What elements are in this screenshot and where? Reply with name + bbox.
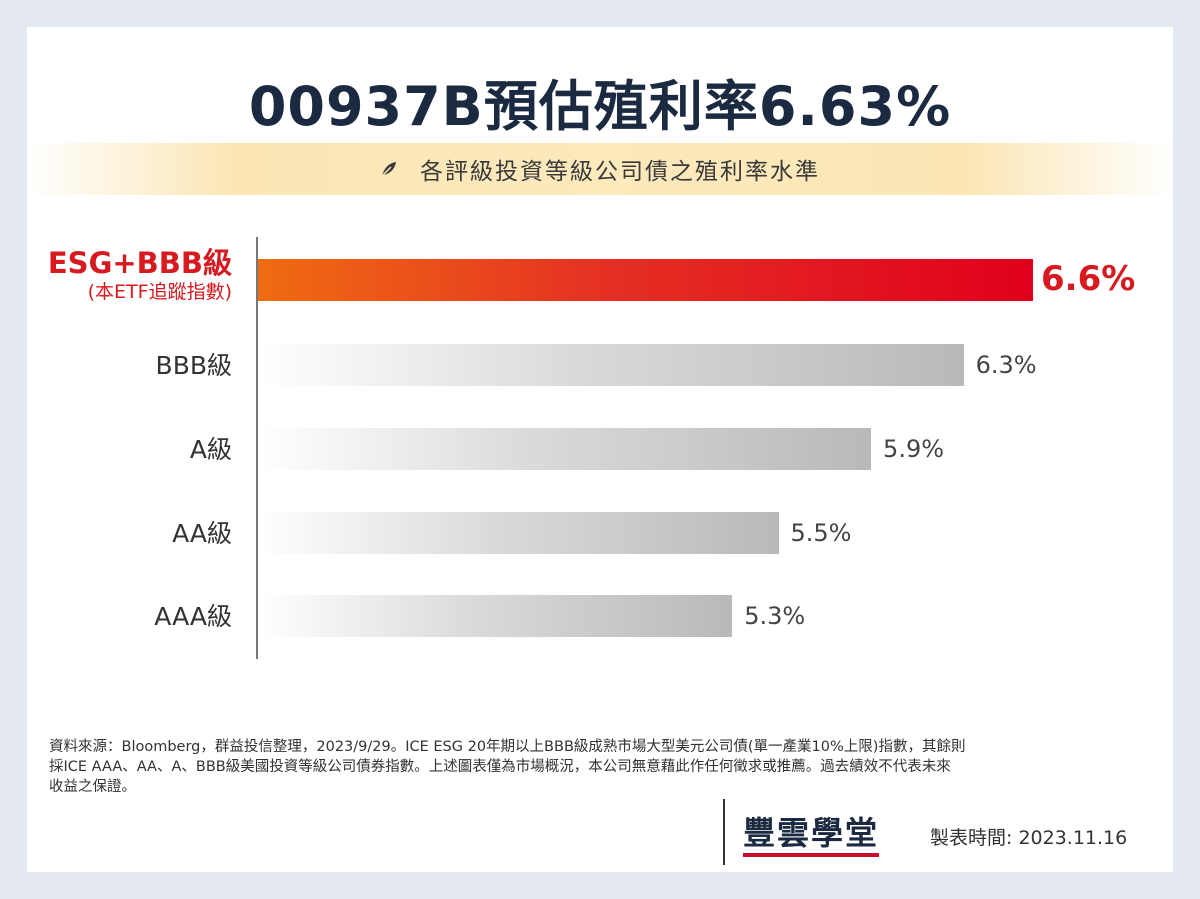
category-axis <box>256 237 258 659</box>
value-label-esg-bbb: 6.6% <box>1041 259 1136 299</box>
footnote-line: 資料來源：Bloomberg，群益投信整理，2023/9/29。ICE ESG … <box>49 739 966 755</box>
leaf-icon <box>381 162 396 177</box>
footnote-line: 收益之保證。 <box>49 779 136 795</box>
category-label-text: ESG+BBB級 <box>47 246 232 280</box>
value-label-a: 5.9% <box>883 435 945 463</box>
source-footnote: 資料來源：Bloomberg，群益投信整理，2023/9/29。ICE ESG … <box>49 737 1144 797</box>
category-label-esg-bbb: ESG+BBB級 (本ETF追蹤指數) <box>27 246 232 304</box>
chart-title: 00937B預估殖利率6.63% <box>248 75 952 138</box>
category-label-aa: AA級 <box>172 519 232 548</box>
bar-aaa <box>258 595 733 637</box>
chart-date: 製表時間: 2023.11.16 <box>930 827 1128 849</box>
category-label-a: A級 <box>189 435 232 464</box>
footnote-line: 採ICE AAA、AA、A、BBB級美國投資等級公司債券指數。上述圖表僅為市場概… <box>49 759 951 775</box>
chart-subtitle: 各評級投資等級公司債之殖利率水準 <box>420 159 820 185</box>
category-label-bbb: BBB級 <box>155 351 232 380</box>
category-note: (本ETF追蹤指數) <box>87 281 232 303</box>
value-label-aaa: 5.3% <box>744 602 806 630</box>
subtitle-banner: 各評級投資等級公司債之殖利率水準 <box>27 143 1173 195</box>
bar-a <box>258 428 872 470</box>
value-label-aa: 5.5% <box>790 519 852 547</box>
footer-divider <box>723 799 725 865</box>
brand-logo: 豐雲學堂 <box>743 813 880 857</box>
bar-aa <box>258 512 779 554</box>
bar-esg-bbb <box>258 259 1033 301</box>
chart-card: 00937B預估殖利率6.63% 各評級投資等級公司債之殖利率水準 ESG+BB… <box>27 27 1173 872</box>
category-label-aaa: AAA級 <box>154 602 232 631</box>
bar-bbb <box>258 344 964 386</box>
value-label-bbb: 6.3% <box>975 351 1037 379</box>
